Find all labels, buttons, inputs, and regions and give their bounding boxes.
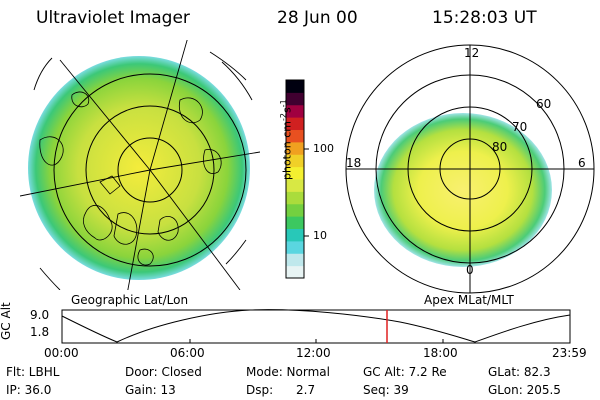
status-glon: GLon: 205.5 xyxy=(488,383,561,397)
observation-date: 28 Jun 00 xyxy=(277,8,358,28)
altitude-ytick-low: 1.8 xyxy=(30,325,50,339)
colorbar-units-label: photon cm-2s-1 xyxy=(279,99,294,180)
mlt-label-12: 12 xyxy=(464,46,480,60)
status-mode: Mode: Normal xyxy=(246,365,330,379)
instrument-title: Ultraviolet Imager xyxy=(36,8,190,28)
altitude-xtick-0000: 00:00 xyxy=(44,346,79,360)
status-gc-alt: GC Alt: 7.2 Re xyxy=(363,365,447,379)
status-dsp-value: 2.7 xyxy=(296,383,316,397)
altitude-plot xyxy=(61,309,571,344)
status-glat: GLat: 82.3 xyxy=(488,365,551,379)
auroral-emission-geo xyxy=(28,56,250,280)
altitude-xtick-0600: 06:00 xyxy=(170,346,205,360)
mlat-label-60: 60 xyxy=(536,97,552,111)
colorbar-segment xyxy=(286,129,304,143)
colorbar-segment xyxy=(286,166,304,180)
apex-mlat-mlt-panel xyxy=(345,44,595,294)
altitude-xtick-1800: 18:00 xyxy=(423,346,458,360)
colorbar xyxy=(285,79,309,279)
altitude-ytick-high: 9.0 xyxy=(30,308,50,322)
mlat-label-80: 80 xyxy=(492,140,508,154)
colorbar-tick-100: 100 xyxy=(313,142,334,155)
latitude-rings xyxy=(53,73,247,267)
colorbar-segment xyxy=(286,104,304,118)
mlat-label-70: 70 xyxy=(512,120,528,134)
colorbar-segment xyxy=(286,92,304,106)
status-dsp-label: Dsp: xyxy=(246,383,274,397)
colorbar-tick-10: 10 xyxy=(313,229,327,242)
colorbar-segment xyxy=(286,228,304,242)
mlt-axes xyxy=(346,45,594,293)
colorbar-segment xyxy=(286,203,304,217)
status-seq: Seq: 39 xyxy=(363,383,409,397)
altitude-ylabel: GC Alt xyxy=(0,302,13,340)
colorbar-segment xyxy=(286,265,304,279)
mlt-label-6: 6 xyxy=(578,156,586,170)
auroral-oval xyxy=(374,113,552,267)
altitude-curve xyxy=(61,309,571,343)
colorbar-segment xyxy=(286,141,304,155)
mlt-label-18: 18 xyxy=(346,156,362,170)
colorbar-segment xyxy=(286,216,304,230)
status-door: Door: Closed xyxy=(125,365,202,379)
status-gain: Gain: 13 xyxy=(125,383,176,397)
colorbar-segment xyxy=(286,80,304,93)
colorbar-segment xyxy=(286,191,304,205)
geo-panel-caption: Geographic Lat/Lon xyxy=(71,293,189,307)
colorbar-segment xyxy=(286,117,304,131)
colorbar-segment xyxy=(286,253,304,267)
status-ip: IP: 36.0 xyxy=(6,383,52,397)
colorbar-segment xyxy=(286,240,304,254)
colorbar-segment xyxy=(286,179,304,192)
colorbar-segment xyxy=(286,154,304,168)
observation-time: 15:28:03 UT xyxy=(432,8,537,28)
altitude-xtick-1200: 12:00 xyxy=(296,346,331,360)
mlt-label-0: 0 xyxy=(466,263,474,277)
status-filter: Flt: LBHL xyxy=(6,365,60,379)
mag-panel-caption: Apex MLat/MLT xyxy=(424,293,514,307)
geographic-image-panel xyxy=(20,40,260,290)
altitude-xtick-2359: 23:59 xyxy=(552,346,587,360)
longitude-meridians xyxy=(20,40,260,290)
